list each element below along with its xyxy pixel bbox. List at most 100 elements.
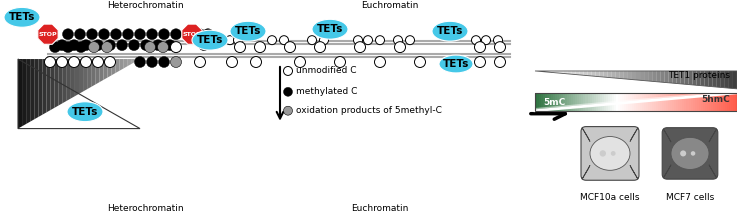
Circle shape — [63, 29, 74, 40]
Polygon shape — [663, 129, 671, 142]
Polygon shape — [702, 93, 705, 111]
Polygon shape — [630, 165, 638, 179]
Polygon shape — [51, 59, 55, 110]
Polygon shape — [579, 93, 581, 111]
FancyBboxPatch shape — [663, 128, 718, 179]
Polygon shape — [79, 59, 83, 94]
Polygon shape — [55, 59, 59, 108]
Polygon shape — [537, 93, 539, 111]
Polygon shape — [685, 93, 686, 111]
Polygon shape — [677, 71, 680, 84]
Circle shape — [354, 42, 366, 53]
Circle shape — [88, 42, 99, 53]
Polygon shape — [666, 93, 668, 111]
Circle shape — [122, 29, 133, 40]
Circle shape — [494, 36, 503, 45]
Circle shape — [49, 42, 60, 53]
Polygon shape — [677, 93, 679, 111]
Ellipse shape — [192, 30, 228, 50]
Polygon shape — [658, 93, 660, 111]
Circle shape — [251, 56, 262, 68]
Polygon shape — [721, 93, 723, 111]
Circle shape — [611, 151, 615, 156]
Polygon shape — [652, 71, 656, 82]
Text: Euchromatin: Euchromatin — [352, 204, 409, 213]
Polygon shape — [587, 93, 590, 111]
Polygon shape — [664, 71, 668, 83]
Polygon shape — [46, 59, 51, 112]
Polygon shape — [587, 71, 592, 76]
Polygon shape — [620, 93, 622, 111]
Polygon shape — [725, 71, 729, 88]
Polygon shape — [567, 93, 570, 111]
Polygon shape — [598, 93, 600, 111]
Polygon shape — [668, 71, 672, 83]
Polygon shape — [680, 71, 685, 84]
Circle shape — [69, 56, 80, 68]
Polygon shape — [630, 128, 638, 141]
Polygon shape — [119, 59, 124, 71]
Circle shape — [475, 42, 486, 53]
Circle shape — [195, 29, 206, 40]
Polygon shape — [709, 71, 713, 87]
Ellipse shape — [439, 55, 473, 73]
Polygon shape — [570, 93, 571, 111]
Polygon shape — [111, 59, 116, 75]
Text: TETs: TETs — [197, 35, 223, 45]
Polygon shape — [648, 93, 650, 111]
Polygon shape — [733, 71, 737, 89]
Polygon shape — [103, 59, 108, 80]
Polygon shape — [592, 71, 595, 76]
Polygon shape — [709, 165, 716, 178]
Circle shape — [86, 29, 97, 40]
Circle shape — [158, 29, 170, 40]
Text: TETs: TETs — [317, 24, 343, 34]
Polygon shape — [581, 93, 584, 111]
Circle shape — [691, 151, 695, 156]
Circle shape — [226, 36, 234, 45]
Circle shape — [394, 36, 402, 45]
Polygon shape — [582, 165, 590, 179]
Polygon shape — [579, 71, 584, 75]
Polygon shape — [565, 93, 567, 111]
Polygon shape — [67, 59, 71, 101]
Ellipse shape — [590, 136, 630, 170]
Polygon shape — [654, 93, 656, 111]
Polygon shape — [600, 71, 604, 77]
Polygon shape — [116, 59, 119, 73]
Polygon shape — [547, 71, 551, 72]
Circle shape — [134, 29, 145, 40]
Polygon shape — [696, 71, 701, 86]
Polygon shape — [731, 93, 733, 111]
Polygon shape — [585, 93, 587, 111]
Polygon shape — [672, 71, 677, 83]
Polygon shape — [616, 93, 618, 111]
Polygon shape — [632, 71, 636, 80]
Polygon shape — [688, 71, 693, 85]
Circle shape — [284, 66, 293, 75]
Polygon shape — [26, 59, 30, 124]
Polygon shape — [34, 59, 38, 119]
Circle shape — [105, 40, 116, 51]
Ellipse shape — [432, 21, 468, 41]
Circle shape — [195, 56, 206, 68]
Polygon shape — [608, 93, 609, 111]
Circle shape — [234, 36, 242, 45]
Polygon shape — [132, 59, 136, 64]
Text: TETs: TETs — [9, 12, 35, 22]
Text: TETs: TETs — [235, 26, 261, 36]
Polygon shape — [672, 93, 674, 111]
Polygon shape — [584, 93, 585, 111]
Circle shape — [279, 36, 288, 45]
Polygon shape — [543, 93, 545, 111]
Circle shape — [600, 150, 606, 157]
Polygon shape — [38, 59, 43, 117]
Polygon shape — [63, 59, 67, 103]
Circle shape — [481, 36, 491, 45]
Polygon shape — [38, 24, 58, 44]
Polygon shape — [701, 71, 705, 86]
Polygon shape — [707, 93, 709, 111]
Polygon shape — [567, 71, 571, 74]
Polygon shape — [648, 71, 652, 81]
Text: MCF10a cells: MCF10a cells — [580, 193, 640, 202]
